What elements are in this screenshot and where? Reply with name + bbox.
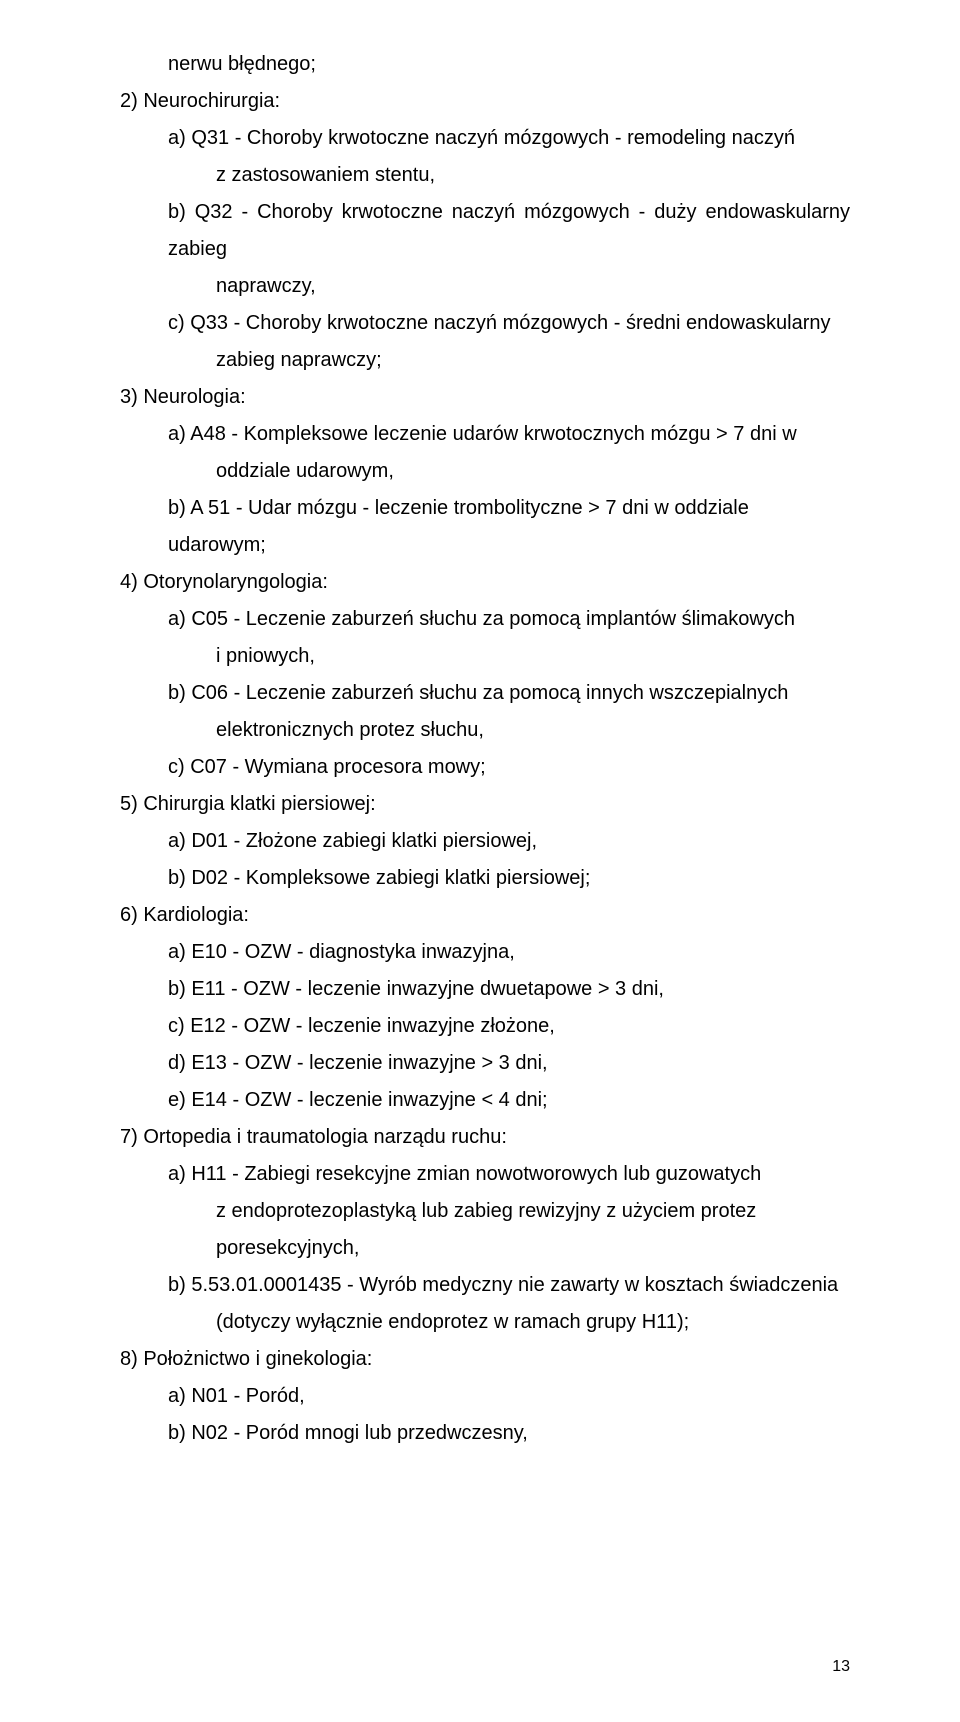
list-sub-a: a) E10 - OZW - diagnostyka inwazyjna, <box>120 934 850 971</box>
text-line: poresekcyjnych, <box>120 1230 850 1267</box>
list-item-5: 5) Chirurgia klatki piersiowej: <box>120 786 850 823</box>
list-sub-e: e) E14 - OZW - leczenie inwazyjne < 4 dn… <box>120 1082 850 1119</box>
list-sub-b: b) 5.53.01.0001435 - Wyrób medyczny nie … <box>120 1267 850 1304</box>
list-item-8: 8) Położnictwo i ginekologia: <box>120 1341 850 1378</box>
text-line: (dotyczy wyłącznie endoprotez w ramach g… <box>120 1304 850 1341</box>
text-line: oddziale udarowym, <box>120 453 850 490</box>
list-item-3: 3) Neurologia: <box>120 379 850 416</box>
list-sub-c: c) E12 - OZW - leczenie inwazyjne złożon… <box>120 1008 850 1045</box>
list-sub-b: b) A 51 - Udar mózgu - leczenie tromboli… <box>120 490 850 564</box>
list-sub-a: a) Q31 - Choroby krwotoczne naczyń mózgo… <box>120 120 850 157</box>
list-sub-b: b) N02 - Poród mnogi lub przedwczesny, <box>120 1415 850 1452</box>
text-line: zabieg naprawczy; <box>120 342 850 379</box>
list-sub-a: a) N01 - Poród, <box>120 1378 850 1415</box>
page-number: 13 <box>832 1652 850 1682</box>
list-sub-b: b) Q32 - Choroby krwotoczne naczyń mózgo… <box>120 194 850 268</box>
list-item-7: 7) Ortopedia i traumatologia narządu ruc… <box>120 1119 850 1156</box>
list-sub-a: a) H11 - Zabiegi resekcyjne zmian nowotw… <box>120 1156 850 1193</box>
text-line: nerwu błędnego; <box>120 46 850 83</box>
list-sub-c: c) Q33 - Choroby krwotoczne naczyń mózgo… <box>120 305 850 342</box>
list-item-6: 6) Kardiologia: <box>120 897 850 934</box>
list-sub-b: b) C06 - Leczenie zaburzeń słuchu za pom… <box>120 675 850 712</box>
list-sub-d: d) E13 - OZW - leczenie inwazyjne > 3 dn… <box>120 1045 850 1082</box>
text-line: elektronicznych protez słuchu, <box>120 712 850 749</box>
list-sub-b: b) E11 - OZW - leczenie inwazyjne dwueta… <box>120 971 850 1008</box>
list-sub-a: a) C05 - Leczenie zaburzeń słuchu za pom… <box>120 601 850 638</box>
list-item-2: 2) Neurochirurgia: <box>120 83 850 120</box>
text-line: naprawczy, <box>120 268 850 305</box>
text-line: z zastosowaniem stentu, <box>120 157 850 194</box>
text-line: z endoprotezoplastyką lub zabieg rewizyj… <box>120 1193 850 1230</box>
list-sub-a: a) D01 - Złożone zabiegi klatki piersiow… <box>120 823 850 860</box>
document-page: nerwu błędnego; 2) Neurochirurgia: a) Q3… <box>0 0 960 1722</box>
list-sub-b: b) D02 - Kompleksowe zabiegi klatki pier… <box>120 860 850 897</box>
list-item-4: 4) Otorynolaryngologia: <box>120 564 850 601</box>
list-sub-c: c) C07 - Wymiana procesora mowy; <box>120 749 850 786</box>
list-sub-a: a) A48 - Kompleksowe leczenie udarów krw… <box>120 416 850 453</box>
text-line: i pniowych, <box>120 638 850 675</box>
